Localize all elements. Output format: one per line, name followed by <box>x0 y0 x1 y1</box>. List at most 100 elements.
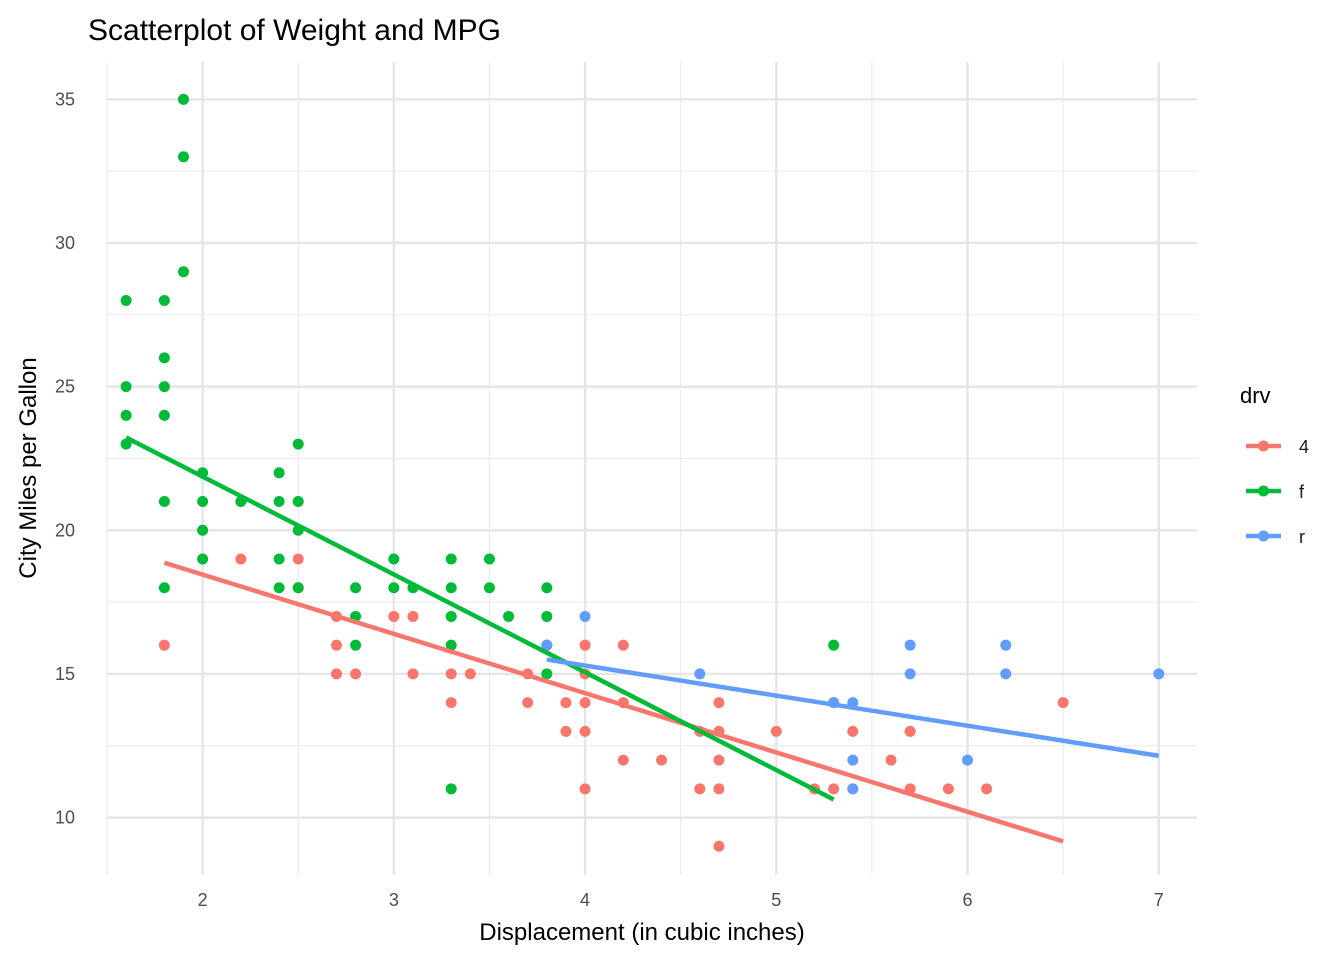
data-point-f <box>158 294 170 306</box>
data-point-4 <box>828 783 840 795</box>
data-point-r <box>694 668 706 680</box>
data-point-f <box>158 409 170 421</box>
data-point-r <box>1153 668 1165 680</box>
data-point-f <box>273 496 285 508</box>
data-point-f <box>445 553 457 565</box>
legend-title: drv <box>1240 383 1271 408</box>
y-tick-label: 20 <box>55 520 75 540</box>
data-point-f <box>483 582 495 594</box>
data-point-f <box>158 352 170 364</box>
data-point-f <box>177 151 189 163</box>
data-point-4 <box>235 553 247 565</box>
y-axis-ticks: 10 15 20 25 30 35 <box>55 89 75 827</box>
data-point-f <box>120 294 132 306</box>
data-point-4 <box>847 725 859 737</box>
data-point-f <box>350 582 362 594</box>
data-point-4 <box>407 610 419 622</box>
legend: drv 4 f r <box>1240 383 1309 547</box>
data-point-r <box>1000 668 1012 680</box>
y-tick-label: 30 <box>55 233 75 253</box>
data-point-4 <box>407 668 419 680</box>
data-point-f <box>273 553 285 565</box>
data-point-4 <box>445 668 457 680</box>
data-point-f <box>158 381 170 393</box>
data-point-4 <box>560 697 572 709</box>
y-tick-label: 25 <box>55 377 75 397</box>
trend-line-r <box>546 657 1160 759</box>
data-point-f <box>292 438 304 450</box>
data-point-f <box>541 582 553 594</box>
data-point-4 <box>904 725 916 737</box>
data-point-r <box>904 639 916 651</box>
data-point-f <box>197 496 209 508</box>
x-tick-label: 4 <box>580 890 590 910</box>
data-point-r <box>962 754 974 766</box>
data-point-f <box>445 582 457 594</box>
data-point-4 <box>713 783 725 795</box>
data-point-f <box>197 524 209 536</box>
data-point-4 <box>579 783 591 795</box>
data-point-4 <box>694 783 706 795</box>
data-point-4 <box>942 783 954 795</box>
data-point-f <box>350 639 362 651</box>
data-point-f <box>541 610 553 622</box>
legend-key-point-r <box>1258 530 1269 542</box>
x-tick-label: 5 <box>771 890 781 910</box>
y-tick-label: 35 <box>55 89 75 109</box>
y-tick-label: 10 <box>55 808 75 828</box>
x-tick-label: 2 <box>198 890 208 910</box>
data-point-f <box>197 553 209 565</box>
data-point-f <box>828 639 840 651</box>
data-point-r <box>904 668 916 680</box>
data-point-f <box>273 467 285 479</box>
y-tick-label: 15 <box>55 664 75 684</box>
data-point-f <box>158 496 170 508</box>
y-axis-title: City Miles per Gallon <box>15 357 42 578</box>
legend-key-point-4 <box>1258 440 1269 452</box>
data-point-4 <box>713 697 725 709</box>
data-point-4 <box>445 697 457 709</box>
trend-line-4 <box>163 560 1064 844</box>
data-point-4 <box>770 725 782 737</box>
data-point-f <box>445 610 457 622</box>
data-point-f <box>120 381 132 393</box>
data-point-4 <box>388 610 400 622</box>
data-point-4 <box>330 668 342 680</box>
data-point-f <box>541 668 553 680</box>
legend-label-f: f <box>1299 482 1305 502</box>
data-point-4 <box>158 639 170 651</box>
data-points <box>120 93 1165 852</box>
grid-lines <box>106 62 1197 875</box>
x-tick-label: 6 <box>963 890 973 910</box>
data-point-f <box>177 266 189 278</box>
trend-line-f <box>125 435 835 802</box>
data-point-f <box>445 639 457 651</box>
data-point-4 <box>981 783 993 795</box>
data-point-f <box>388 553 400 565</box>
data-point-r <box>541 639 553 651</box>
data-point-4 <box>522 697 534 709</box>
data-point-f <box>483 553 495 565</box>
data-point-f <box>158 582 170 594</box>
data-point-f <box>177 93 189 105</box>
data-point-4 <box>713 840 725 852</box>
data-point-4 <box>617 754 629 766</box>
data-point-4 <box>656 754 668 766</box>
data-point-f <box>292 496 304 508</box>
data-point-4 <box>579 639 591 651</box>
x-axis-ticks: 2 3 4 5 6 7 <box>198 890 1164 910</box>
data-point-4 <box>560 725 572 737</box>
data-point-r <box>579 610 591 622</box>
legend-label-r: r <box>1299 527 1305 547</box>
legend-key-point-f <box>1258 485 1269 497</box>
data-point-4 <box>464 668 476 680</box>
data-point-r <box>1000 639 1012 651</box>
data-point-4 <box>713 754 725 766</box>
data-point-f <box>120 409 132 421</box>
chart-title: Scatterplot of Weight and MPG <box>88 14 501 47</box>
data-point-f <box>292 582 304 594</box>
data-point-4 <box>1057 697 1069 709</box>
data-point-4 <box>579 697 591 709</box>
data-point-4 <box>885 754 897 766</box>
